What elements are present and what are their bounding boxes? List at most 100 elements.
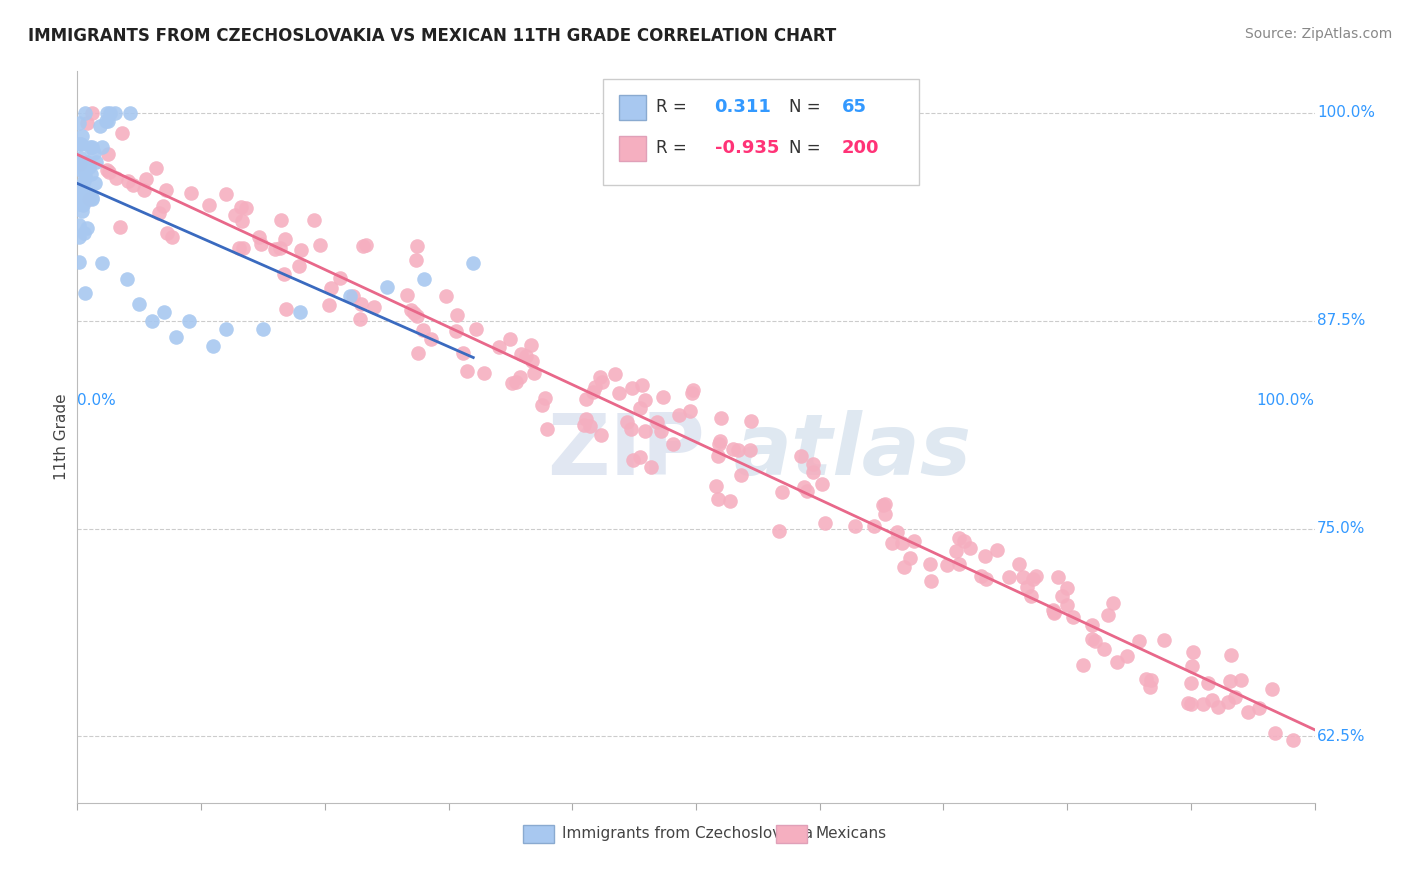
Point	[621, 452, 644, 467]
Point	[79, 167, 101, 181]
Point	[1042, 603, 1064, 617]
Point	[132, 183, 155, 197]
Point	[1116, 648, 1139, 663]
Point	[69, 152, 91, 166]
Point	[1081, 618, 1104, 632]
Point	[872, 498, 894, 512]
Point	[1092, 642, 1115, 657]
Point	[662, 436, 685, 450]
Text: IMMIGRANTS FROM CZECHOSLOVAKIA VS MEXICAN 11TH GRADE CORRELATION CHART: IMMIGRANTS FROM CZECHOSLOVAKIA VS MEXICA…	[28, 27, 837, 45]
Point	[628, 450, 651, 465]
Bar	[523, 825, 554, 843]
Point	[288, 305, 311, 319]
Point	[91, 255, 114, 269]
Point	[920, 574, 942, 589]
Point	[1197, 676, 1219, 690]
Point	[948, 557, 970, 571]
Point	[202, 338, 225, 352]
Point	[619, 422, 641, 436]
Point	[582, 384, 605, 399]
Point	[89, 120, 111, 134]
Point	[790, 450, 813, 464]
Point	[80, 192, 103, 206]
Point	[104, 106, 127, 120]
Point	[456, 364, 478, 378]
Point	[79, 160, 101, 174]
Text: N =: N =	[789, 139, 825, 157]
Point	[583, 380, 606, 394]
Point	[72, 159, 94, 173]
Point	[893, 560, 915, 574]
Point	[67, 229, 90, 244]
Point	[153, 305, 176, 319]
Point	[1011, 570, 1033, 584]
Point	[108, 220, 131, 235]
Point	[520, 354, 543, 368]
Point	[73, 106, 96, 120]
Point	[67, 136, 90, 151]
Point	[536, 422, 558, 436]
Point	[73, 169, 96, 184]
Point	[67, 160, 90, 174]
Point	[472, 366, 495, 380]
Bar	[619, 95, 647, 120]
Point	[356, 238, 378, 252]
Point	[1180, 697, 1202, 711]
Point	[412, 272, 434, 286]
Text: 200: 200	[842, 139, 880, 157]
Point	[488, 341, 510, 355]
Point	[1223, 690, 1246, 704]
Text: -0.935: -0.935	[714, 139, 779, 157]
Text: Immigrants from Czechoslovakia: Immigrants from Czechoslovakia	[562, 826, 814, 841]
Point	[396, 288, 419, 302]
Point	[793, 480, 815, 494]
Point	[229, 200, 252, 214]
Point	[83, 177, 105, 191]
Point	[117, 174, 139, 188]
Point	[274, 301, 297, 316]
Point	[811, 476, 834, 491]
Point	[634, 392, 657, 407]
Point	[886, 524, 908, 539]
Point	[224, 208, 246, 222]
Point	[76, 116, 98, 130]
Text: ZIP: ZIP	[547, 410, 706, 493]
Point	[69, 196, 91, 211]
Point	[616, 415, 638, 429]
Point	[115, 272, 138, 286]
Point	[651, 391, 673, 405]
Point	[77, 192, 100, 206]
Point	[707, 449, 730, 463]
Text: 0.311: 0.311	[714, 98, 772, 116]
Point	[1042, 605, 1064, 619]
Text: 75.0%: 75.0%	[1317, 521, 1365, 536]
Point	[1236, 705, 1258, 719]
Point	[111, 126, 134, 140]
Point	[1084, 634, 1107, 648]
Point	[890, 536, 912, 550]
Point	[67, 156, 90, 170]
Point	[768, 524, 790, 538]
Point	[70, 179, 93, 194]
Point	[67, 116, 90, 130]
Point	[1015, 581, 1038, 595]
Point	[156, 226, 179, 240]
Point	[198, 198, 221, 212]
Point	[302, 212, 325, 227]
Point	[1220, 648, 1243, 662]
Point	[215, 322, 238, 336]
Point	[434, 289, 457, 303]
Point	[263, 242, 285, 256]
Text: 100.0%: 100.0%	[1257, 393, 1315, 409]
Point	[796, 484, 818, 499]
Point	[446, 309, 468, 323]
Point	[1097, 608, 1119, 623]
Point	[141, 314, 163, 328]
Point	[342, 289, 364, 303]
Point	[80, 191, 103, 205]
Point	[72, 196, 94, 211]
Point	[572, 418, 595, 433]
Point	[72, 128, 94, 143]
Point	[339, 289, 361, 303]
Point	[76, 154, 98, 169]
